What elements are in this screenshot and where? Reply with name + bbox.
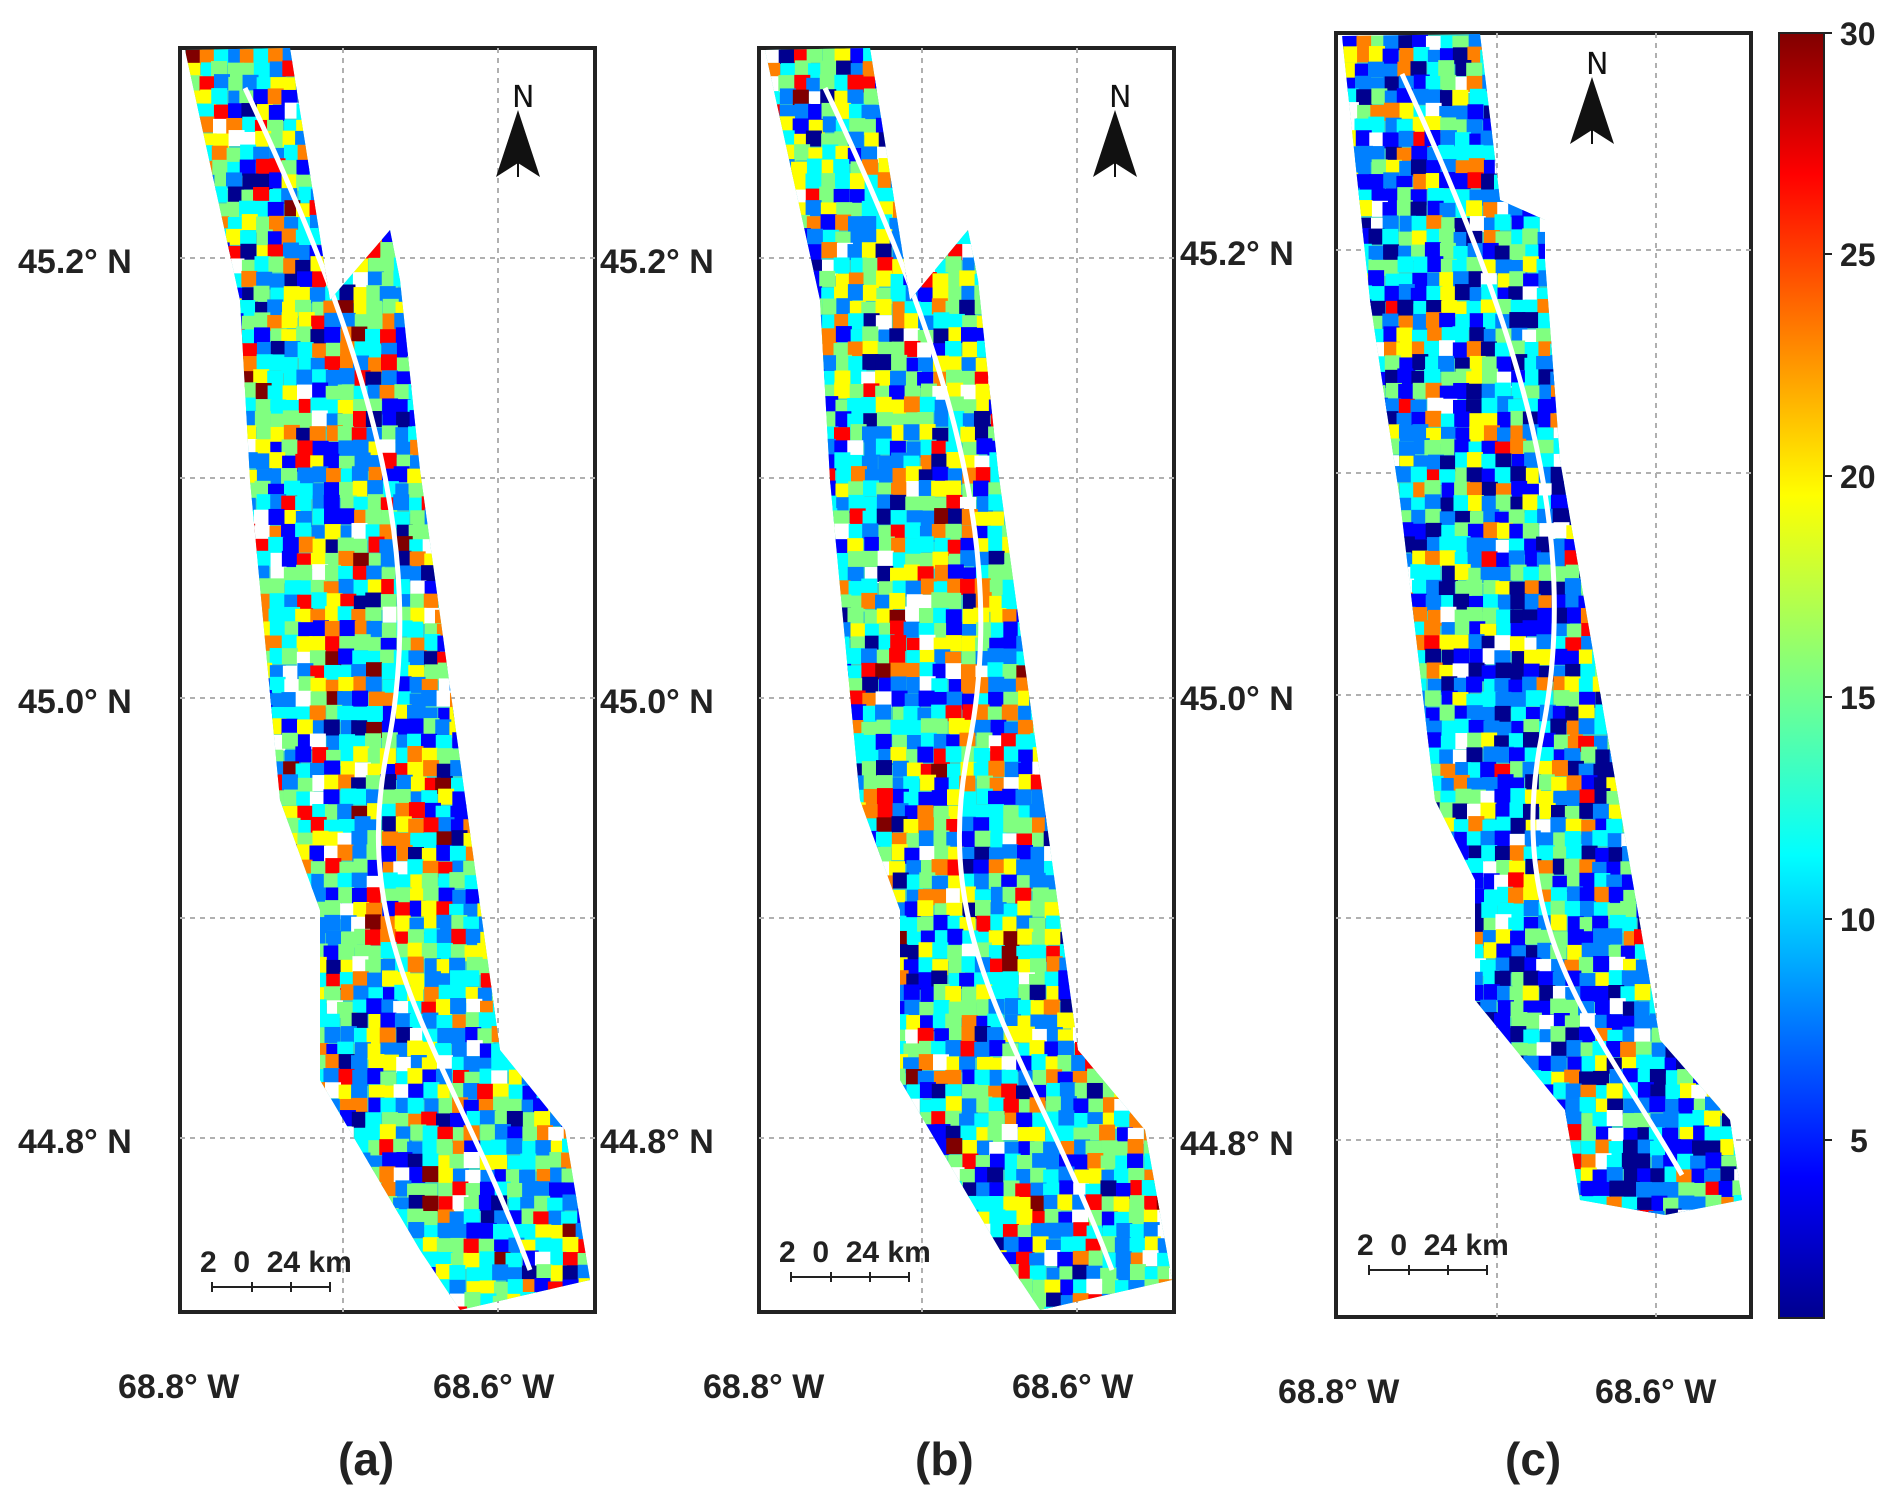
scale-label: 2 0 24 km — [1357, 1229, 1509, 1262]
panel-label-b: (b) — [915, 1433, 974, 1485]
map-frame — [1334, 31, 1753, 1319]
lat-label-45-0: 45.0° N — [18, 683, 132, 721]
panel-label-a: (a) — [338, 1433, 394, 1485]
lon-label-68-8: 68.8° W — [703, 1368, 825, 1406]
lon-label-68-6: 68.6° W — [433, 1368, 555, 1406]
scale-bar: 2 0 24 km — [779, 1236, 931, 1282]
map-frame — [178, 46, 597, 1314]
colorbar-tick-5: 5 — [1850, 1123, 1868, 1159]
lat-label-45-2: 45.2° N — [600, 243, 714, 281]
map-frame — [757, 46, 1176, 1314]
data-strip — [185, 48, 590, 1310]
panel-c: N 2 0 24 km 45.2° N 45.0° N 44.8° N 68.8… — [1180, 31, 1753, 1485]
data-strip — [1342, 34, 1742, 1215]
north-label: N — [512, 80, 534, 115]
lat-label-45-0: 45.0° N — [600, 683, 714, 721]
north-arrow: N — [1570, 47, 1614, 144]
lat-label-45-0: 45.0° N — [1180, 680, 1294, 718]
lat-label-44-8: 44.8° N — [600, 1123, 714, 1161]
colorbar-gradient — [1778, 32, 1825, 1319]
scale-bar: 2 0 24 km — [200, 1246, 352, 1292]
colorbar-tick-20: 20 — [1840, 459, 1876, 495]
scale-label: 2 0 24 km — [779, 1236, 931, 1269]
colorbar-tick-10: 10 — [1840, 902, 1876, 938]
lon-label-68-8: 68.8° W — [118, 1368, 240, 1406]
lon-label-68-6: 68.6° W — [1012, 1368, 1134, 1406]
data-strip — [765, 48, 1172, 1310]
panel-a: N 2 0 24 km 45.2° N 45.0° N 44.8° N 68.8… — [18, 46, 597, 1485]
north-label: N — [1586, 47, 1608, 82]
north-arrow: N — [1093, 80, 1137, 177]
colorbar: 30 25 20 15 10 5 — [1778, 16, 1876, 1319]
lat-label-44-8: 44.8° N — [1180, 1125, 1294, 1163]
lon-label-68-8: 68.8° W — [1278, 1373, 1400, 1411]
panel-b: N 2 0 24 km 45.2° N 45.0° N 44.8° N 68.8… — [600, 46, 1176, 1485]
scale-label: 2 0 24 km — [200, 1246, 352, 1279]
north-label: N — [1109, 80, 1131, 115]
scale-bar: 2 0 24 km — [1357, 1229, 1509, 1275]
lat-label-45-2: 45.2° N — [1180, 235, 1294, 273]
colorbar-ticks — [1824, 32, 1832, 1141]
colorbar-tick-30: 30 — [1840, 16, 1876, 52]
lat-label-45-2: 45.2° N — [18, 243, 132, 281]
lat-label-44-8: 44.8° N — [18, 1123, 132, 1161]
lon-label-68-6: 68.6° W — [1595, 1373, 1717, 1411]
colorbar-tick-15: 15 — [1840, 680, 1876, 716]
colorbar-tick-25: 25 — [1840, 237, 1876, 273]
north-arrow: N — [496, 80, 540, 177]
panel-label-c: (c) — [1505, 1433, 1561, 1485]
